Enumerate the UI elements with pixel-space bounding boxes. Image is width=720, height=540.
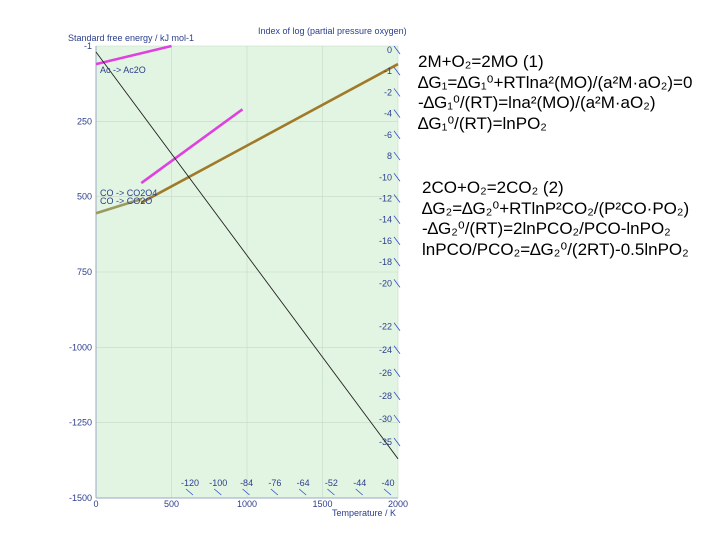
right-scale-label: 8 — [387, 151, 392, 161]
series-line-1 — [95, 44, 172, 66]
right-scale-label: -30 — [379, 414, 392, 424]
right-scale-tick — [393, 173, 401, 182]
legend-label-co-b: CO -> CO2O — [100, 196, 152, 206]
right-scale-label: -18 — [379, 257, 392, 267]
bottom-scale-tick — [298, 488, 307, 496]
right-scale-label: -20 — [379, 278, 392, 288]
bottom-scale-tick — [327, 488, 335, 496]
right-scale-label: -1 — [384, 66, 392, 76]
series-line-2 — [140, 108, 244, 185]
y-axis-title: Standard free energy / kJ mol-1 — [68, 33, 194, 43]
y-tick-label: -1 — [84, 41, 92, 51]
x-tick-label: 1000 — [237, 499, 257, 509]
right-scale-tick — [393, 151, 401, 161]
x-axis-title: Temperature / K — [332, 508, 396, 518]
right-scale-tick — [393, 215, 401, 224]
bottom-scale-tick — [383, 488, 392, 496]
y-tick-label: 250 — [77, 116, 92, 126]
y-tick-label: 750 — [77, 267, 92, 277]
equation-2b: -∆G₂⁰/(RT)=2lnPCO₂/PCO-lnPO₂ — [422, 219, 671, 238]
bottom-scale-tick — [270, 488, 279, 496]
right-scale-label: -28 — [379, 391, 392, 401]
reaction-1: 2M+O₂=2MO (1) — [418, 52, 544, 71]
reaction-2: 2CO+O₂=2CO₂ (2) — [422, 178, 564, 197]
right-scale-tick — [393, 88, 401, 97]
right-scale-tick — [393, 391, 401, 401]
right-scale-tick — [393, 45, 401, 55]
bottom-scale-label: -44 — [353, 478, 366, 488]
bottom-scale-label: -120 — [181, 478, 199, 488]
right-scale-tick — [393, 194, 401, 203]
bottom-scale-label: -76 — [268, 478, 281, 488]
right-scale-tick — [393, 109, 401, 118]
right-scale-tick — [393, 257, 401, 267]
bottom-scale-tick — [185, 488, 194, 496]
equation-1b: -∆G₁⁰/(RT)=lna²(MO)/(a²M·aO₂) — [418, 93, 656, 112]
equation-2a: ∆G₂=∆G₂⁰+RTlnP²CO₂/(P²CO·PO₂) — [422, 198, 690, 218]
right-scale-label: -14 — [379, 215, 392, 225]
series-layer — [95, 44, 399, 460]
right-scale-tick — [393, 345, 401, 355]
equation-1c: ∆G₁⁰/(RT)=lnPO₂ — [418, 113, 547, 133]
grid — [95, 45, 399, 499]
legend-label-co-a: CO -> CO2O4 — [100, 188, 157, 198]
right-scale-label: -2 — [384, 87, 392, 97]
right-axis-title: Index of log (partial pressure oxygen) — [258, 26, 407, 36]
right-scale-tick — [393, 322, 401, 331]
equation-block-2: 2CO+O₂=2CO₂ (2) ∆G₂=∆G₂⁰+RTlnP²CO₂/(P²CO… — [422, 178, 689, 260]
right-scale-label: -16 — [379, 236, 392, 246]
right-scale-label: -24 — [379, 345, 392, 355]
equation-1a: ∆G₁=∆G₁⁰+RTlna²(MO)/(a²M·aO₂)=0 — [418, 72, 693, 92]
right-scale-tick — [393, 414, 401, 424]
x-tick-label: 500 — [164, 499, 179, 509]
bottom-scale-label: -84 — [240, 478, 253, 488]
right-scale-label: -26 — [379, 368, 392, 378]
equation-2c: lnPCO/PCO₂=∆G₂⁰/(2RT)-0.5lnPO₂ — [422, 239, 689, 259]
bottom-scale-label: -40 — [381, 478, 394, 488]
series-line-3 — [140, 62, 399, 204]
right-scale-label: -12 — [379, 193, 392, 203]
y-tick-label: -1000 — [69, 342, 92, 352]
bottom-scale-tick — [355, 488, 363, 496]
right-scale-tick — [393, 279, 401, 288]
bottom-scale-label: -100 — [209, 478, 227, 488]
bottom-scale-label: -52 — [325, 478, 338, 488]
right-scale-label: 0 — [387, 45, 392, 55]
legend-label-ac: Ac -> Ac2O — [100, 65, 146, 75]
x-tick-label: 2000 — [388, 499, 408, 509]
right-scale-label: -10 — [379, 172, 392, 182]
bottom-scale-tick — [214, 488, 222, 496]
y-tick-label: 500 — [77, 192, 92, 202]
y-tick-label: -1500 — [69, 493, 92, 503]
series-line-5 — [95, 197, 142, 215]
tick-layer: 0 500 1000 1500 2000-1250500750-1000-1250-15… — [69, 41, 408, 509]
right-scale-label: -35 — [379, 437, 392, 447]
right-scale-tick — [393, 368, 401, 378]
bottom-scale-tick — [242, 488, 250, 496]
x-tick-label: 1500 — [312, 499, 332, 509]
right-scale-tick — [393, 66, 401, 76]
x-tick-label: 0 — [93, 499, 98, 509]
right-scale-tick — [393, 437, 401, 447]
right-scale-label: -6 — [384, 130, 392, 140]
y-tick-label: -1250 — [69, 418, 92, 428]
right-scale-tick — [393, 130, 401, 140]
equation-block-1: 2M+O₂=2MO (1) ∆G₁=∆G₁⁰+RTlna²(MO)/(a²M·a… — [418, 52, 692, 134]
right-scale-label: -4 — [384, 109, 392, 119]
right-scale-label: -22 — [379, 322, 392, 332]
bottom-scale-label: -64 — [297, 478, 310, 488]
series-line-4 — [95, 51, 399, 460]
right-scale-tick — [393, 236, 401, 246]
